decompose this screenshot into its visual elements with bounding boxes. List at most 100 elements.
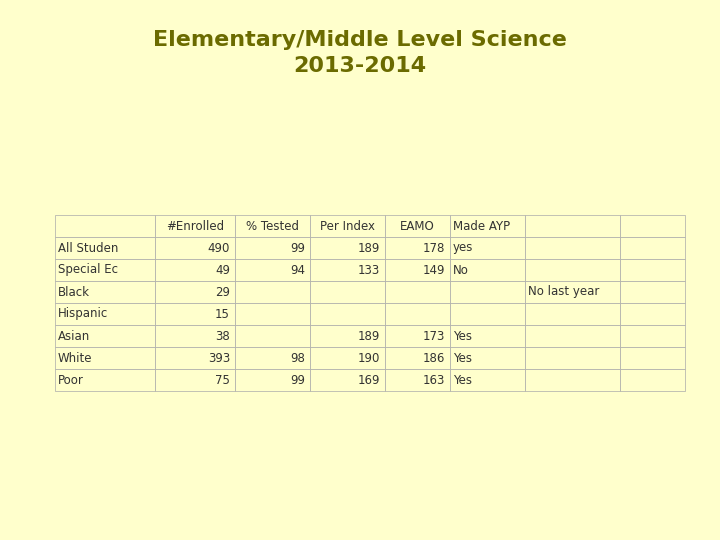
Bar xyxy=(525,281,620,303)
Bar xyxy=(55,325,155,347)
Bar xyxy=(155,237,235,259)
Bar xyxy=(235,259,310,281)
Bar xyxy=(620,325,685,347)
Text: 178: 178 xyxy=(423,241,445,254)
Bar xyxy=(450,259,525,281)
Bar xyxy=(155,281,235,303)
Bar xyxy=(450,281,525,303)
Text: 190: 190 xyxy=(358,352,380,365)
Bar xyxy=(310,325,385,347)
Bar xyxy=(525,325,620,347)
Bar xyxy=(620,259,685,281)
Text: Yes: Yes xyxy=(453,329,472,342)
Bar xyxy=(55,259,155,281)
Bar xyxy=(55,215,155,237)
Text: White: White xyxy=(58,352,92,365)
Text: 149: 149 xyxy=(423,264,445,276)
Text: 189: 189 xyxy=(358,241,380,254)
Bar xyxy=(450,303,525,325)
Bar xyxy=(385,347,450,369)
Text: Per Index: Per Index xyxy=(320,219,375,233)
Bar xyxy=(310,237,385,259)
Text: 75: 75 xyxy=(215,374,230,387)
Text: 393: 393 xyxy=(208,352,230,365)
Bar xyxy=(55,303,155,325)
Bar xyxy=(385,215,450,237)
Text: Yes: Yes xyxy=(453,352,472,365)
Bar xyxy=(385,325,450,347)
Text: Hispanic: Hispanic xyxy=(58,307,108,321)
Text: 133: 133 xyxy=(358,264,380,276)
Text: #Enrolled: #Enrolled xyxy=(166,219,224,233)
Bar xyxy=(525,215,620,237)
Text: All Studen: All Studen xyxy=(58,241,118,254)
Bar xyxy=(450,347,525,369)
Bar xyxy=(310,259,385,281)
Bar xyxy=(525,303,620,325)
Bar xyxy=(235,281,310,303)
Bar xyxy=(155,325,235,347)
Text: 173: 173 xyxy=(423,329,445,342)
Bar xyxy=(385,281,450,303)
Bar xyxy=(235,303,310,325)
Text: Asian: Asian xyxy=(58,329,90,342)
Text: 98: 98 xyxy=(290,352,305,365)
Bar xyxy=(385,369,450,391)
Text: 169: 169 xyxy=(358,374,380,387)
Bar xyxy=(235,215,310,237)
Bar xyxy=(525,347,620,369)
Text: Poor: Poor xyxy=(58,374,84,387)
Bar xyxy=(155,215,235,237)
Bar xyxy=(55,237,155,259)
Bar xyxy=(55,281,155,303)
Bar xyxy=(235,325,310,347)
Bar xyxy=(450,369,525,391)
Bar xyxy=(155,303,235,325)
Bar xyxy=(450,215,525,237)
Bar xyxy=(620,369,685,391)
Text: No last year: No last year xyxy=(528,286,599,299)
Text: 15: 15 xyxy=(215,307,230,321)
Bar xyxy=(525,237,620,259)
Text: Yes: Yes xyxy=(453,374,472,387)
Bar xyxy=(620,303,685,325)
Bar xyxy=(310,369,385,391)
Bar xyxy=(620,347,685,369)
Bar xyxy=(235,347,310,369)
Text: Black: Black xyxy=(58,286,90,299)
Text: Special Ec: Special Ec xyxy=(58,264,118,276)
Text: 94: 94 xyxy=(290,264,305,276)
Bar xyxy=(310,347,385,369)
Text: 490: 490 xyxy=(207,241,230,254)
Text: EAMO: EAMO xyxy=(400,219,435,233)
Text: No: No xyxy=(453,264,469,276)
Bar xyxy=(620,215,685,237)
Bar xyxy=(235,237,310,259)
Text: Elementary/Middle Level Science
2013-2014: Elementary/Middle Level Science 2013-201… xyxy=(153,30,567,76)
Bar xyxy=(235,369,310,391)
Bar xyxy=(620,281,685,303)
Text: 99: 99 xyxy=(290,374,305,387)
Text: yes: yes xyxy=(453,241,473,254)
Text: 99: 99 xyxy=(290,241,305,254)
Text: Made AYP: Made AYP xyxy=(453,219,510,233)
Bar xyxy=(55,347,155,369)
Bar xyxy=(310,281,385,303)
Text: 29: 29 xyxy=(215,286,230,299)
Bar xyxy=(55,369,155,391)
Text: 38: 38 xyxy=(215,329,230,342)
Bar xyxy=(525,259,620,281)
Bar xyxy=(450,325,525,347)
Bar xyxy=(155,347,235,369)
Text: 163: 163 xyxy=(423,374,445,387)
Bar xyxy=(385,303,450,325)
Bar xyxy=(385,259,450,281)
Bar xyxy=(155,259,235,281)
Bar xyxy=(620,237,685,259)
Bar xyxy=(385,237,450,259)
Bar xyxy=(310,215,385,237)
Text: % Tested: % Tested xyxy=(246,219,299,233)
Bar xyxy=(310,303,385,325)
Text: 49: 49 xyxy=(215,264,230,276)
Bar xyxy=(155,369,235,391)
